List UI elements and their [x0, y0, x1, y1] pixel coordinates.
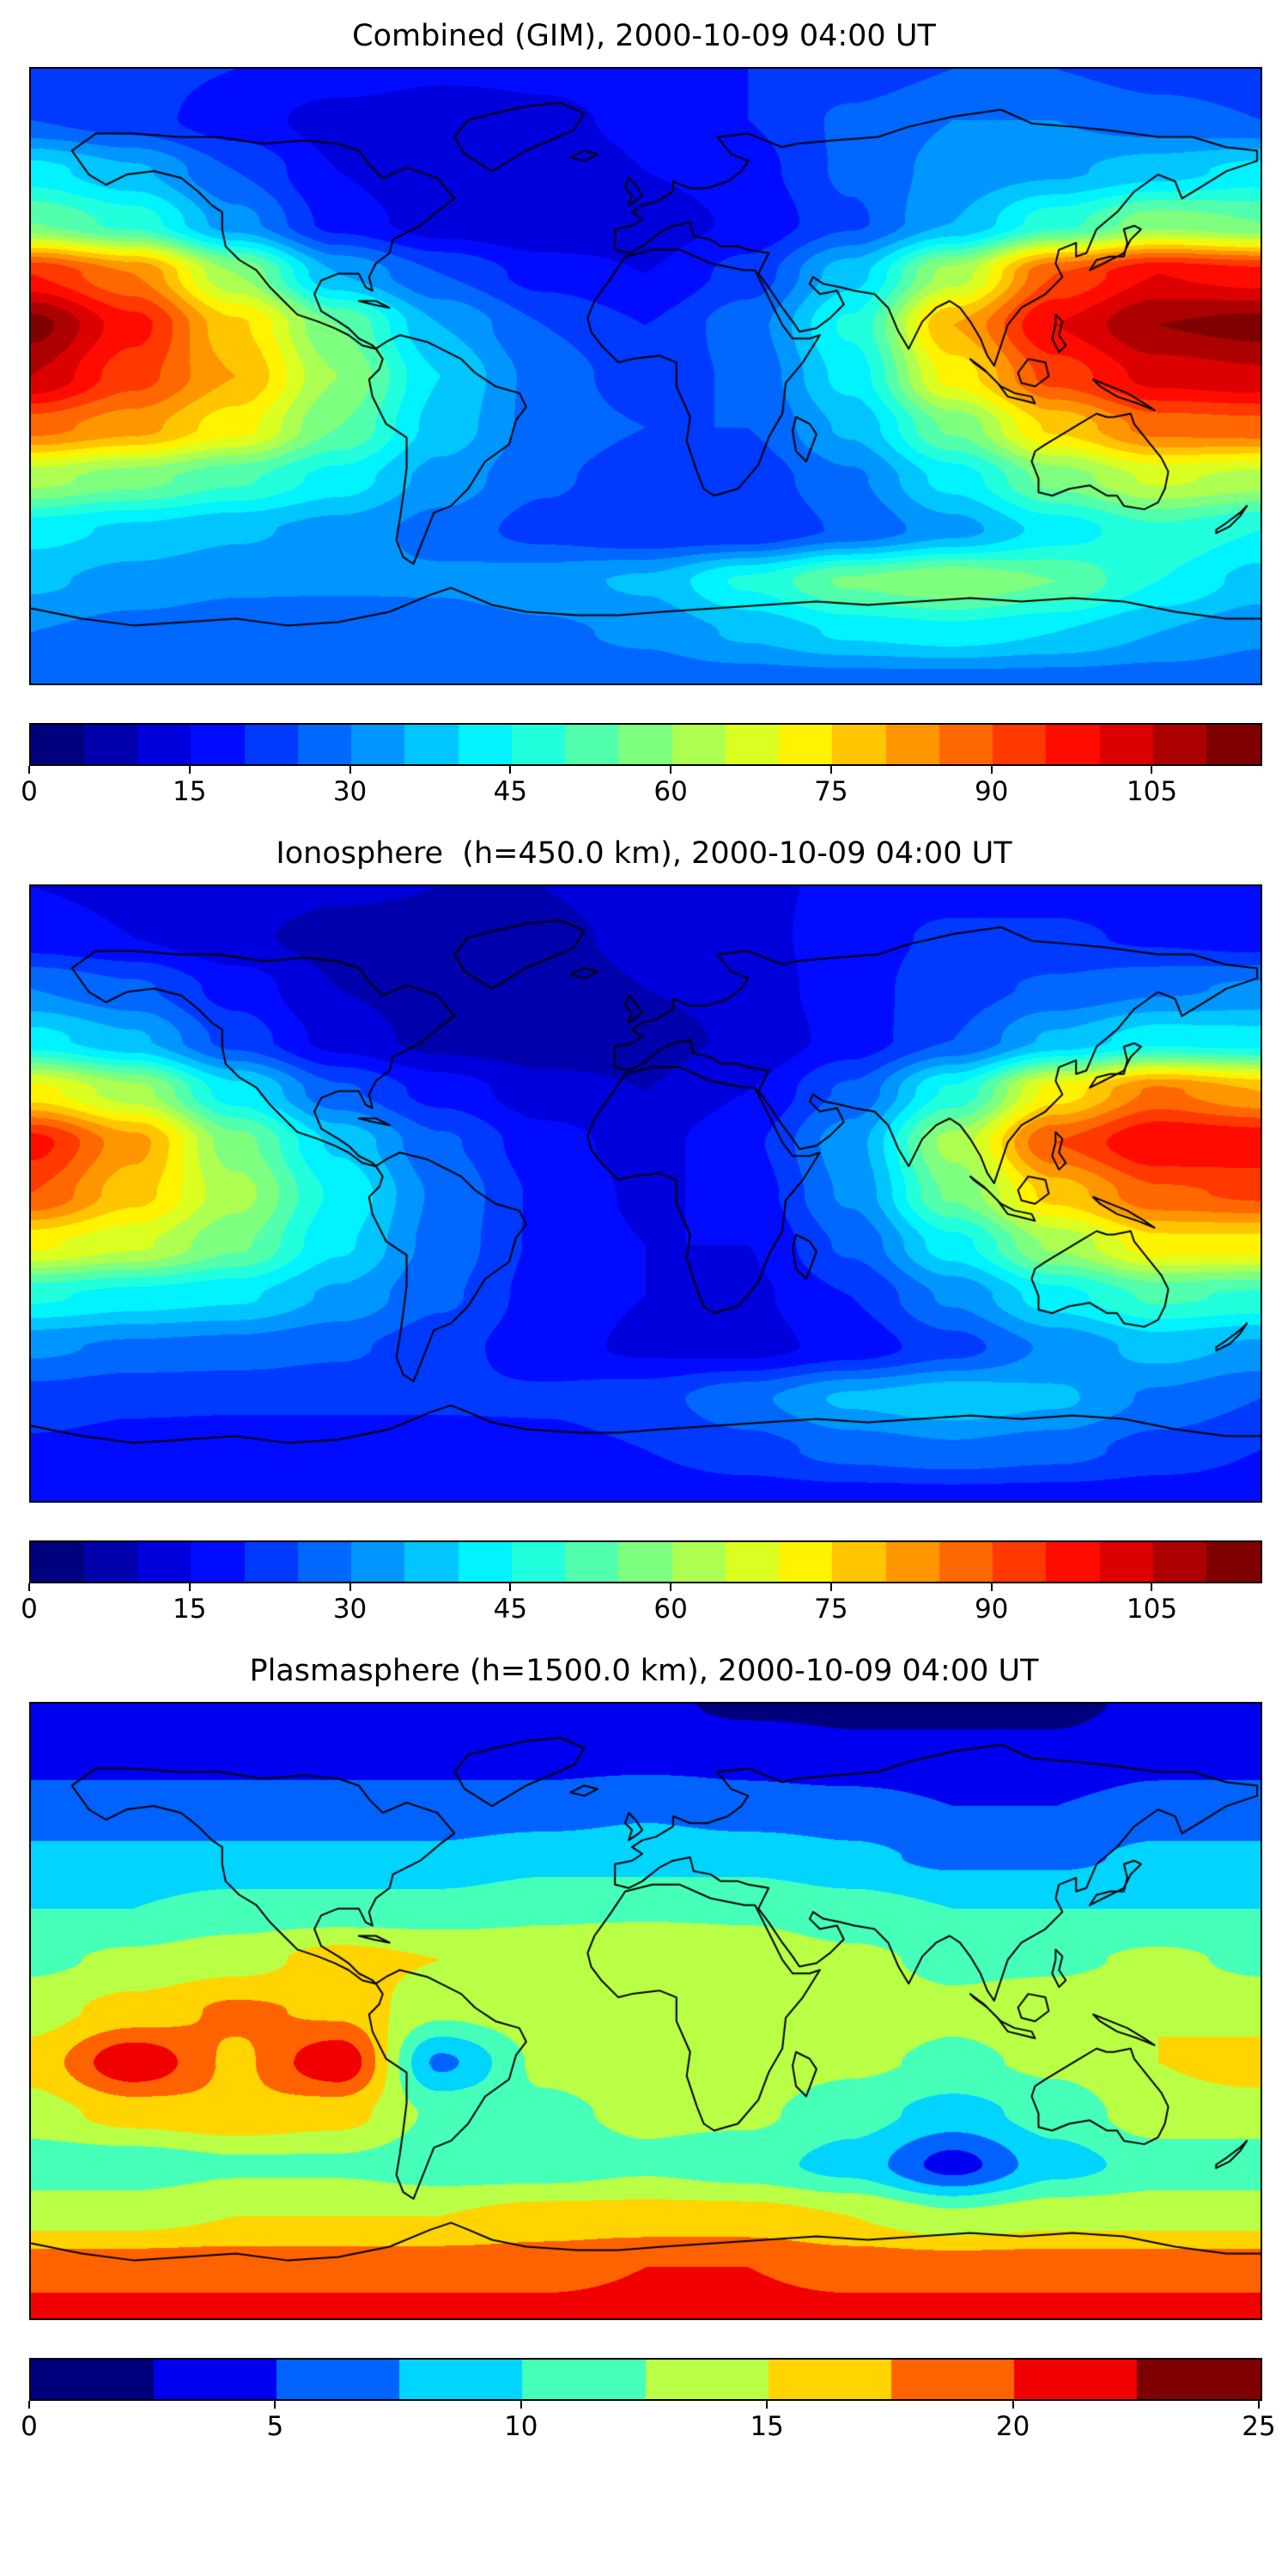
colorbar-tick-mark [670, 766, 672, 774]
colorbar-tick-label: 30 [332, 776, 368, 807]
figure: Combined (GIM), 2000-10-09 04:00 UT 0 15 3… [21, 19, 1276, 2449]
colorbar-tick-label: 0 [21, 776, 38, 807]
colorbar-tick-label: 60 [653, 776, 688, 807]
panel-title-combined: Combined (GIM), 2000-10-09 04:00 UT [352, 19, 936, 53]
colorbar-ticks-ionosphere: 0 15 30 45 60 75 90 105 [21, 1583, 1259, 1631]
panel-title-plasmasphere: Plasmasphere (h=1500.0 km), 2000-10-09 0… [249, 1654, 1039, 1688]
colorbar-ticks-combined: 0 15 30 45 60 75 90 105 [21, 766, 1259, 814]
map-canvas-ionosphere [29, 884, 1262, 1503]
panel-ionosphere: Ionosphere (h=450.0 km), 2000-10-09 04:0… [21, 836, 1262, 1631]
colorbar-plasmasphere: 0 5 10 15 20 25 [21, 2358, 1276, 2449]
colorbar-tick-mark [509, 766, 512, 774]
colorbar-tick-mark [28, 2401, 30, 2409]
colorbar-tick-label: 20 [995, 2411, 1030, 2442]
colorbar-ionosphere: 0 15 30 45 60 75 90 105 [21, 1540, 1262, 1631]
colorbar-tick-label: 45 [493, 1594, 528, 1625]
colorbar-tick-label: 10 [504, 2411, 538, 2442]
panel-title-ionosphere: Ionosphere (h=450.0 km), 2000-10-09 04:0… [276, 836, 1012, 871]
colorbar-tick-label: 105 [1126, 776, 1178, 807]
colorbar-tick-label: 5 [266, 2411, 284, 2442]
colorbar-tick-mark [349, 766, 351, 774]
colorbar-canvas-ionosphere [29, 1540, 1262, 1583]
colorbar-tick-mark [1151, 766, 1153, 774]
colorbar-tick-mark [28, 766, 30, 774]
colorbar-tick-mark [509, 1583, 512, 1591]
colorbar-tick-mark [990, 766, 993, 774]
colorbar-tick-mark [670, 1583, 672, 1591]
colorbar-tick-label: 75 [814, 776, 848, 807]
colorbar-tick-mark [1258, 2401, 1260, 2409]
colorbar-tick-label: 0 [21, 2411, 38, 2442]
colorbar-tick-mark [188, 1583, 191, 1591]
colorbar-tick-label: 45 [493, 776, 528, 807]
map-canvas-combined [29, 67, 1262, 685]
colorbar-tick-label: 75 [814, 1594, 848, 1625]
colorbar-tick-mark [28, 1583, 30, 1591]
colorbar-tick-label: 0 [21, 1594, 38, 1625]
colorbar-tick-mark [188, 766, 191, 774]
colorbar-canvas-combined [29, 723, 1262, 766]
map-canvas-plasmasphere [29, 1702, 1262, 2320]
colorbar-tick-mark [519, 2401, 522, 2409]
colorbar-combined: 0 15 30 45 60 75 90 105 [21, 723, 1262, 814]
colorbar-tick-label: 15 [173, 1594, 207, 1625]
colorbar-canvas-plasmasphere [29, 2358, 1262, 2401]
colorbar-tick-label: 60 [653, 1594, 688, 1625]
panel-combined: Combined (GIM), 2000-10-09 04:00 UT 0 15 3… [21, 19, 1262, 814]
colorbar-tick-mark [1151, 1583, 1153, 1591]
colorbar-tick-label: 15 [750, 2411, 784, 2442]
colorbar-tick-mark [990, 1583, 993, 1591]
colorbar-tick-label: 90 [974, 1594, 1009, 1625]
colorbar-tick-label: 30 [332, 1594, 368, 1625]
colorbar-tick-label: 90 [974, 776, 1009, 807]
colorbar-ticks-plasmasphere: 0 5 10 15 20 25 [21, 2401, 1276, 2449]
colorbar-tick-mark [274, 2401, 276, 2409]
colorbar-tick-label: 15 [173, 776, 207, 807]
colorbar-tick-mark [766, 2401, 769, 2409]
colorbar-tick-mark [829, 766, 832, 774]
colorbar-tick-mark [349, 1583, 351, 1591]
colorbar-tick-label: 25 [1242, 2411, 1276, 2442]
colorbar-tick-label: 105 [1126, 1594, 1178, 1625]
panel-plasmasphere: Plasmasphere (h=1500.0 km), 2000-10-09 0… [21, 1654, 1276, 2449]
colorbar-tick-mark [1012, 2401, 1014, 2409]
colorbar-tick-mark [829, 1583, 832, 1591]
